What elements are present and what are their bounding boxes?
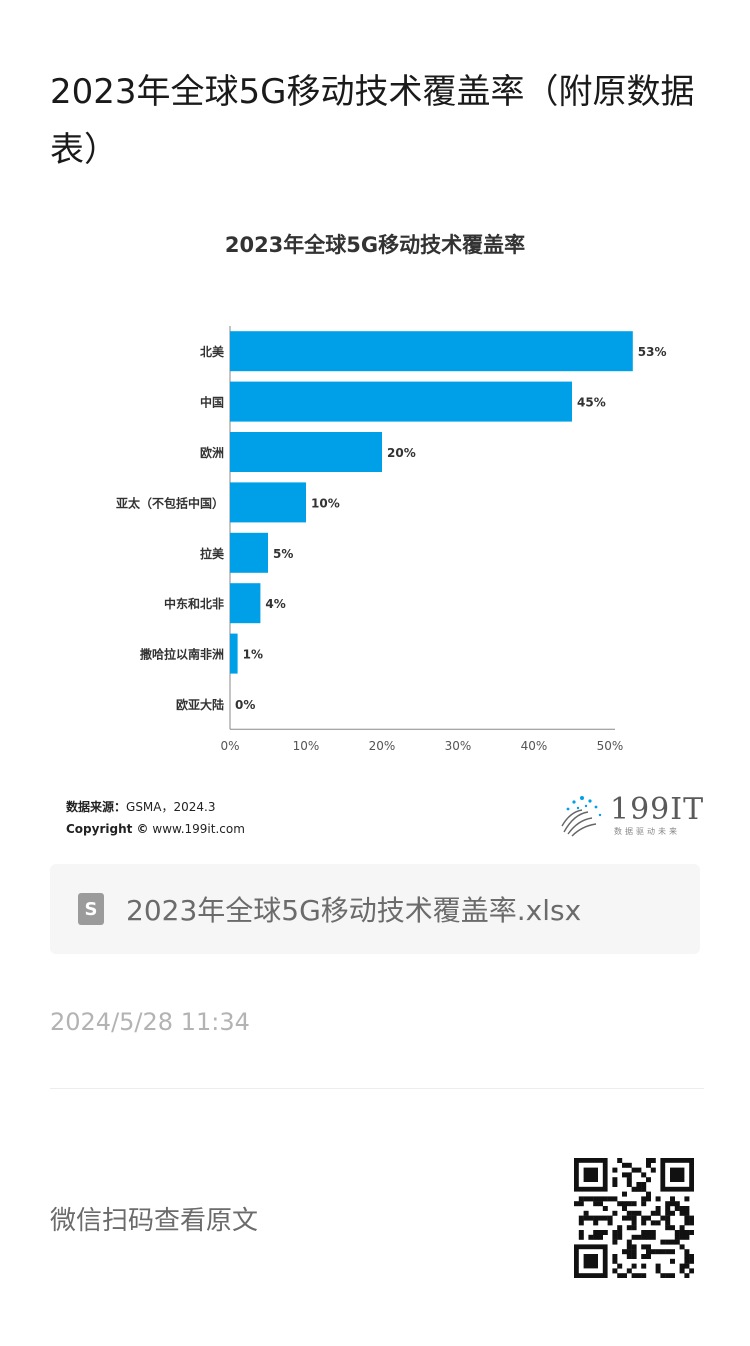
document-icon: S xyxy=(78,893,104,925)
copyright-value: www.199it.com xyxy=(152,822,245,836)
x-tick-label: 20% xyxy=(369,739,396,753)
x-tick-label: 10% xyxy=(293,739,320,753)
data-label: 5% xyxy=(273,547,293,561)
category-label: 拉美 xyxy=(200,546,225,561)
attachment-card[interactable]: S 2023年全球5G移动技术覆盖率.xlsx xyxy=(50,864,700,954)
data-label: 45% xyxy=(577,396,606,410)
source-value: GSMA，2024.3 xyxy=(126,800,216,814)
category-label: 中东和北非 xyxy=(164,596,224,611)
divider xyxy=(50,1088,704,1089)
data-label: 20% xyxy=(387,446,416,460)
publish-timestamp: 2024/5/28 11:34 xyxy=(50,1008,250,1036)
chart-title: 2023年全球5G移动技术覆盖率 xyxy=(225,233,525,257)
logo-tagline: 数据驱动未来 xyxy=(614,827,680,836)
bar xyxy=(230,583,261,624)
copyright-label: Copyright © xyxy=(66,822,149,836)
data-label: 10% xyxy=(311,496,340,510)
bar xyxy=(230,633,238,674)
scan-to-view-label: 微信扫码查看原文 xyxy=(50,1206,259,1236)
x-tick-label: 40% xyxy=(521,739,548,753)
data-label: 53% xyxy=(638,345,667,359)
x-tick-label: 0% xyxy=(220,739,239,753)
category-label: 欧洲 xyxy=(200,445,224,460)
attachment-filename: 2023年全球5G移动技术覆盖率.xlsx xyxy=(126,894,582,927)
bar xyxy=(230,482,306,523)
logo-dots-icon xyxy=(561,796,602,837)
source-block: 数据来源：GSMA，2024.3 Copyright © www.199it.c… xyxy=(66,796,245,840)
bar xyxy=(230,532,268,573)
x-tick-label: 30% xyxy=(445,739,472,753)
category-label: 亚太（不包括中国） xyxy=(116,495,224,510)
category-label: 中国 xyxy=(200,395,224,410)
data-label: 4% xyxy=(265,597,285,611)
x-tick-label: 50% xyxy=(597,739,624,753)
chart-image: 2023年全球5G移动技术覆盖率北美 53% 中国 45% 欧洲 20% 亚太（不包括中国）… xyxy=(50,200,700,850)
category-label: 撒哈拉以南非洲 xyxy=(140,647,224,662)
bar xyxy=(230,381,572,422)
category-label: 欧亚大陆 xyxy=(176,697,224,712)
brand-logo: 199IT 数据驱动未来 xyxy=(558,792,703,840)
bar xyxy=(230,432,382,472)
source-label: 数据来源： xyxy=(66,800,127,814)
category-label: 北美 xyxy=(200,344,225,359)
data-label: 1% xyxy=(243,648,263,662)
qr-code[interactable] xyxy=(574,1158,694,1278)
data-label: 0% xyxy=(235,698,255,712)
page-title: 2023年全球5G移动技术覆盖率（附原数据表） xyxy=(50,71,695,170)
logo-text: 199IT xyxy=(610,792,705,827)
bar xyxy=(230,331,633,372)
